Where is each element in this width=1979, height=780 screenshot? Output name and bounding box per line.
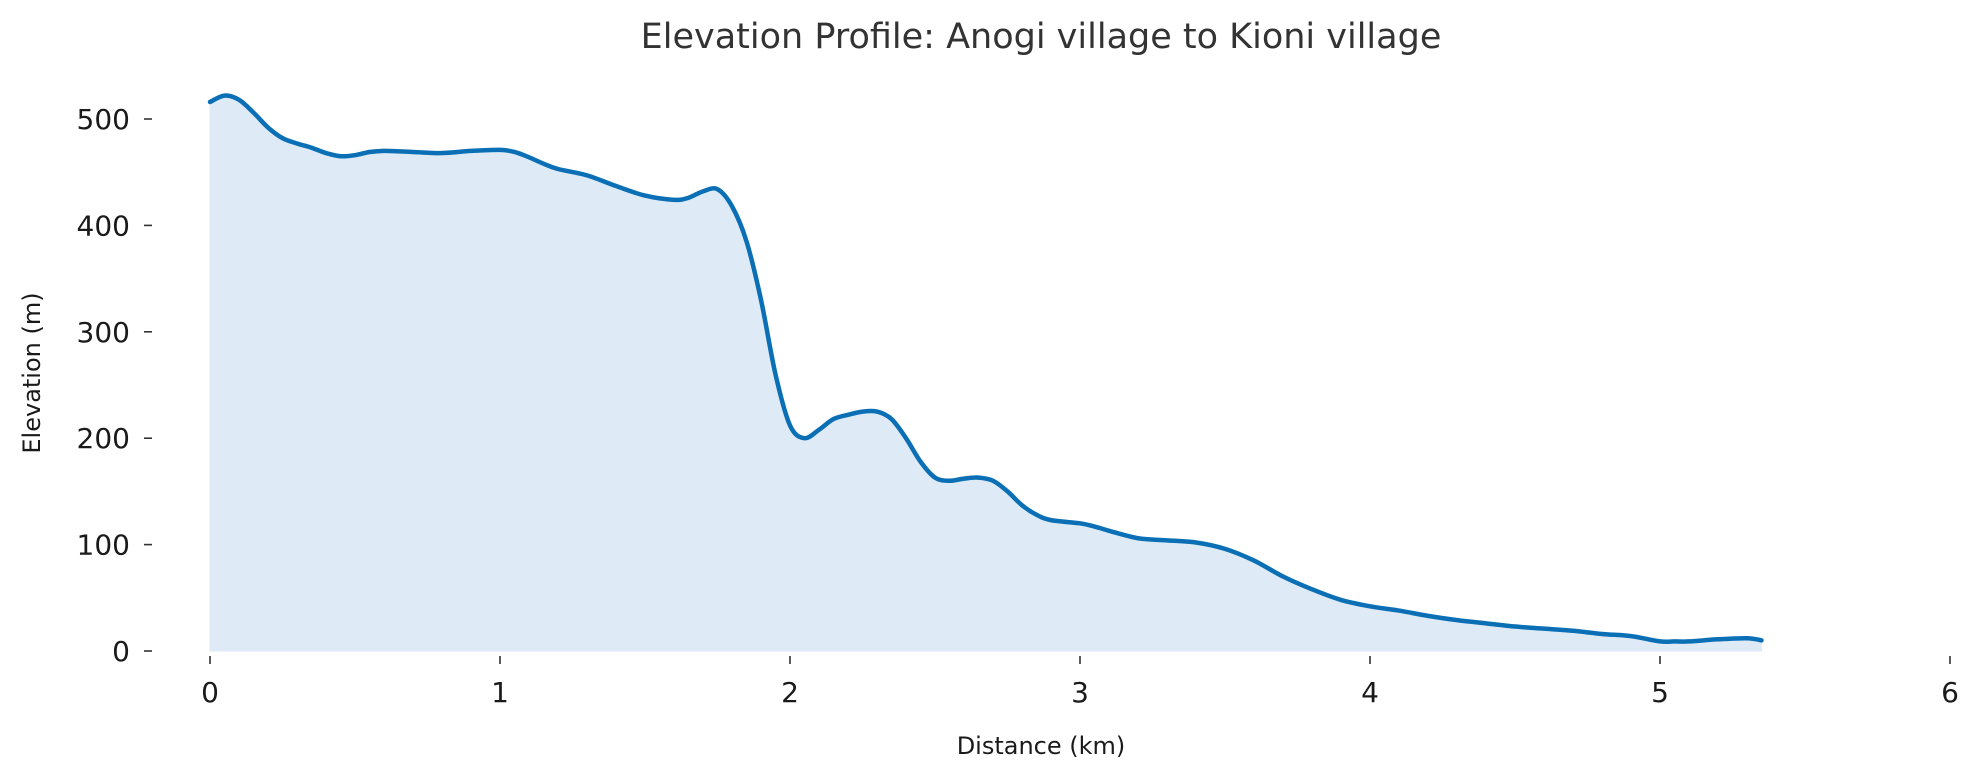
- x-tick-label: 3: [1071, 676, 1089, 709]
- elevation-line: [207, 93, 1764, 645]
- y-axis-label: Elevation (m): [18, 292, 46, 453]
- y-tick-label: 500: [77, 103, 130, 136]
- x-tick-label: 5: [1651, 676, 1669, 709]
- y-axis-ticks: 0 100 200 300 400 500: [77, 103, 152, 668]
- y-tick-label: 100: [77, 529, 130, 562]
- y-tick-label: 300: [77, 316, 130, 349]
- y-tick-label: 200: [77, 422, 130, 455]
- chart-title: Elevation Profile: Anogi village to Kion…: [641, 17, 1442, 57]
- x-axis-label: Distance (km): [957, 732, 1126, 760]
- x-tick-label: 6: [1941, 676, 1959, 709]
- x-tick-label: 0: [201, 676, 219, 709]
- x-tick-label: 2: [781, 676, 799, 709]
- y-tick-label: 0: [112, 635, 130, 668]
- elevation-area-fill: [209, 95, 1762, 652]
- x-tick-label: 1: [491, 676, 509, 709]
- plot-area: [207, 93, 1764, 652]
- y-tick-label: 400: [77, 209, 130, 242]
- x-tick-label: 4: [1361, 676, 1379, 709]
- x-axis-ticks: 0 1 2 3 4 5 6: [201, 656, 1959, 709]
